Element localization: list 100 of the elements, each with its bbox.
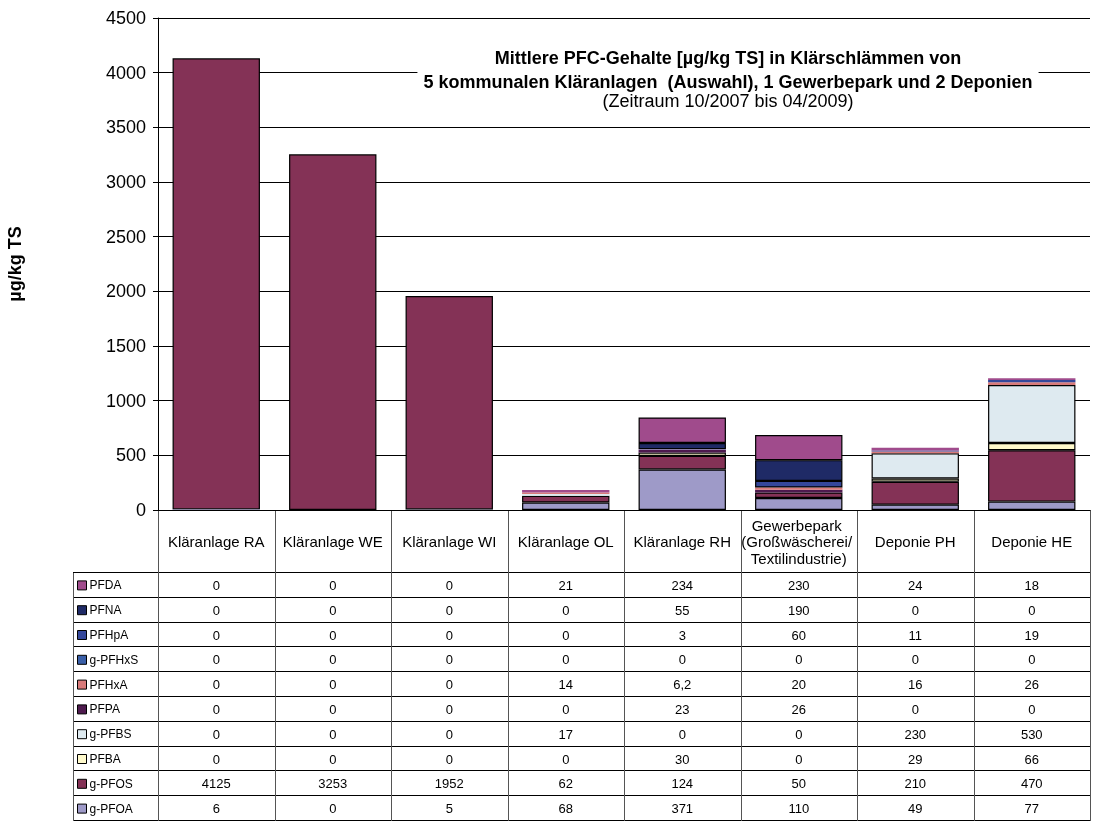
data-label: 68 <box>558 801 573 817</box>
data-label: 0 <box>911 701 919 717</box>
y-tick-label: 3500 <box>105 117 146 138</box>
data-label: 0 <box>1028 701 1036 717</box>
data-label: 0 <box>212 751 220 767</box>
data-label: 0 <box>212 726 220 742</box>
legend-label: PFBA <box>89 752 121 766</box>
legend-label: PFNA <box>89 603 122 618</box>
data-label: 0 <box>562 751 570 767</box>
data-label: 0 <box>562 701 570 717</box>
y-tick-label: 1000 <box>105 390 146 411</box>
x-tick-label: Kläranlage RA <box>167 533 265 550</box>
data-label: 210 <box>904 776 927 792</box>
legend-label: PFHxA <box>89 677 128 692</box>
y-tick-label: 0 <box>135 500 146 520</box>
data-label: 230 <box>787 577 810 593</box>
data-label: 0 <box>445 677 453 693</box>
data-label: 530 <box>1020 726 1043 742</box>
x-tick-label: Kläranlage WI <box>402 533 497 550</box>
data-label: 371 <box>671 801 694 817</box>
data-label: 0 <box>1028 652 1036 668</box>
legend-label: g-PFBS <box>89 727 132 742</box>
data-label: 0 <box>329 577 337 593</box>
data-label: 0 <box>445 751 453 767</box>
data-label: 0 <box>329 652 337 668</box>
data-label: 24 <box>908 577 923 593</box>
data-label: 5 <box>445 801 453 817</box>
data-label: 0 <box>562 627 570 643</box>
legend-label: g-PFOS <box>89 776 133 791</box>
data-label: 14 <box>558 677 573 693</box>
data-label: 29 <box>908 751 923 767</box>
legend-label: PFPA <box>89 702 120 717</box>
data-label: 0 <box>911 602 919 618</box>
data-label: 1952 <box>434 776 464 792</box>
data-label: 49 <box>908 801 923 817</box>
data-label: 0 <box>329 677 337 693</box>
data-label: 0 <box>329 602 337 618</box>
data-label: 110 <box>788 801 810 817</box>
legend-label: g-PFOA <box>89 801 133 816</box>
data-label: 30 <box>675 751 690 767</box>
y-tick-label: 4500 <box>105 8 146 28</box>
data-label: 0 <box>329 726 337 742</box>
x-tick-label: Kläranlage OL <box>517 533 614 550</box>
data-label: 0 <box>212 701 220 717</box>
data-label: 26 <box>791 701 806 717</box>
data-label: 0 <box>329 751 337 767</box>
y-tick-label: 1500 <box>105 336 146 356</box>
data-label: 190 <box>787 602 810 618</box>
data-label: 0 <box>911 652 919 668</box>
data-label: 0 <box>678 726 686 742</box>
data-label: 66 <box>1024 751 1039 767</box>
y-tick-label: 2000 <box>105 281 146 302</box>
data-label: 20 <box>791 677 806 693</box>
data-label: 0 <box>445 602 453 618</box>
data-label: 124 <box>671 776 694 792</box>
data-label: 3 <box>678 627 686 643</box>
data-label: 0 <box>212 627 220 643</box>
data-label: 0 <box>445 701 453 717</box>
data-label: 77 <box>1024 801 1039 817</box>
data-label: 0 <box>329 801 337 817</box>
data-label: 0 <box>212 577 220 593</box>
data-label: 234 <box>671 577 694 593</box>
y-tick-label: 3000 <box>105 172 146 192</box>
data-label: 6,2 <box>673 677 692 693</box>
data-label: 230 <box>904 726 927 742</box>
data-label: 0 <box>329 627 337 643</box>
data-label: 470 <box>1020 776 1043 792</box>
x-tick-label: Kläranlage WE <box>282 533 383 550</box>
data-label: 0 <box>445 627 453 643</box>
data-label: 0 <box>445 652 453 668</box>
legend-label: PFHpA <box>89 628 129 642</box>
x-tick-label: Gewerbepark (Großwäscherei/ Textilindustrie) <box>741 516 857 567</box>
data-label: 0 <box>562 602 570 618</box>
data-label: 19 <box>1024 627 1039 643</box>
data-label: 0 <box>1028 602 1036 618</box>
data-label: 0 <box>212 677 220 693</box>
data-label: 26 <box>1024 677 1039 693</box>
legend-label: g-PFHxS <box>89 652 139 667</box>
data-label: 6 <box>212 801 220 817</box>
data-label: 0 <box>329 701 337 717</box>
data-label: 16 <box>908 677 923 693</box>
data-label: 18 <box>1024 577 1039 593</box>
data-label: 0 <box>212 652 220 668</box>
legend-label: PFDA <box>89 578 122 593</box>
data-label: 0 <box>678 652 686 668</box>
data-label: 0 <box>445 577 453 593</box>
text: (Zeitraum 10/2007 bis 04/2009) <box>602 91 854 111</box>
data-label: 0 <box>445 726 453 742</box>
x-tick-label: Deponie PH <box>874 533 956 550</box>
data-label: 21 <box>558 577 573 593</box>
data-label: 50 <box>791 776 806 792</box>
data-label: 17 <box>558 726 573 742</box>
x-tick-label: Kläranlage RH <box>633 533 732 550</box>
data-label: 11 <box>908 627 922 643</box>
data-label: 4125 <box>201 776 231 792</box>
y-tick-label: 4000 <box>105 62 146 83</box>
x-tick-label: Deponie HE <box>991 533 1073 550</box>
y-tick-label: 500 <box>115 445 146 466</box>
data-label: 0 <box>795 726 803 742</box>
data-label: 23 <box>675 701 690 717</box>
